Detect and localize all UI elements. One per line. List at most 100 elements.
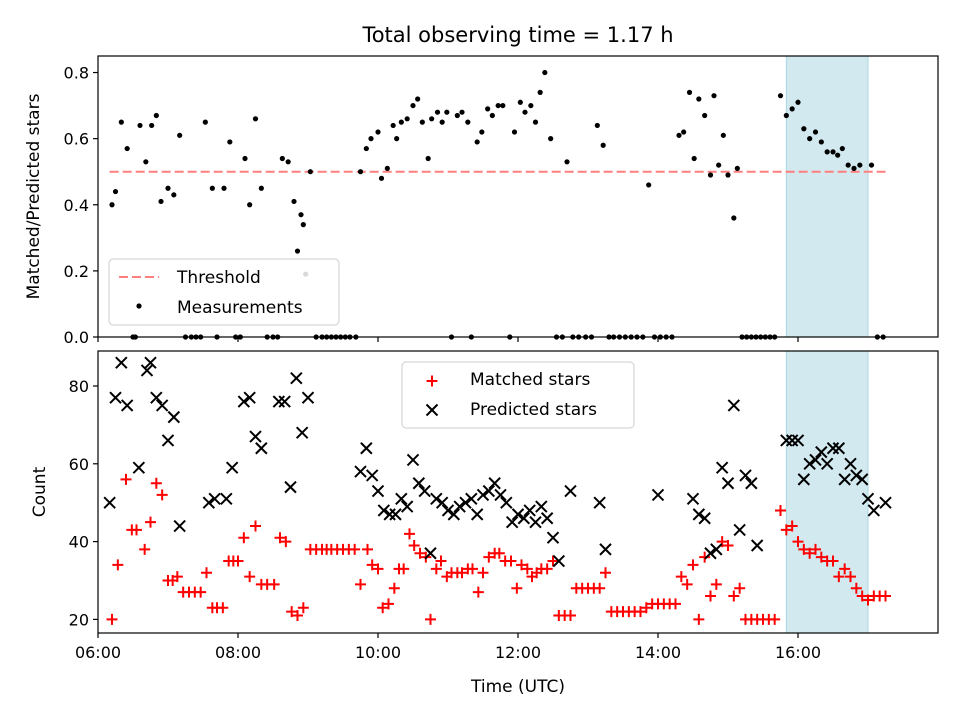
data-point bbox=[390, 122, 396, 129]
data-point bbox=[284, 480, 297, 494]
data-point bbox=[384, 165, 390, 171]
data-point bbox=[827, 555, 839, 567]
data-point bbox=[278, 395, 291, 408]
data-point bbox=[404, 528, 415, 540]
data-point bbox=[505, 515, 519, 529]
data-point bbox=[734, 165, 740, 171]
data-point bbox=[112, 559, 124, 571]
data-point bbox=[227, 139, 233, 145]
data-point bbox=[832, 442, 846, 455]
data-point bbox=[383, 508, 396, 521]
data-point bbox=[511, 129, 518, 135]
data-point bbox=[839, 145, 845, 152]
data-point bbox=[434, 109, 441, 115]
data-point bbox=[435, 496, 449, 509]
legend-matched-swatch bbox=[426, 375, 438, 387]
data-point bbox=[681, 129, 687, 135]
data-point bbox=[465, 492, 478, 506]
bottom-panel: 20 40 60 80 Count 06:00 08:00 10:00 12:00 14:00 16… bbox=[30, 350, 939, 697]
data-point bbox=[153, 112, 159, 119]
data-point bbox=[564, 484, 577, 498]
x-axis-label: Time (UTC) bbox=[470, 677, 565, 697]
data-point bbox=[820, 457, 834, 471]
y-tick-label: 40 bbox=[69, 533, 89, 552]
data-point bbox=[465, 119, 471, 125]
data-point bbox=[500, 102, 506, 109]
data-point bbox=[522, 109, 528, 115]
data-point bbox=[807, 136, 813, 142]
data-point bbox=[745, 477, 758, 490]
data-point bbox=[500, 496, 513, 509]
data-point bbox=[177, 132, 183, 138]
data-point bbox=[548, 136, 554, 142]
data-point bbox=[809, 453, 822, 467]
data-point bbox=[238, 532, 250, 544]
data-point bbox=[201, 567, 212, 579]
y-tick-label: 80 bbox=[69, 377, 89, 396]
data-point bbox=[780, 434, 793, 447]
data-point bbox=[406, 453, 420, 467]
data-point bbox=[383, 598, 394, 610]
data-point bbox=[120, 473, 132, 485]
highlight-band bbox=[785, 55, 869, 338]
data-point bbox=[412, 477, 426, 490]
data-point bbox=[812, 129, 819, 135]
data-point bbox=[268, 578, 280, 590]
data-point bbox=[797, 473, 811, 486]
data-point bbox=[715, 461, 729, 474]
data-point bbox=[378, 175, 385, 181]
x-tick-label: 08:00 bbox=[215, 643, 261, 662]
data-point bbox=[565, 609, 576, 621]
data-point bbox=[477, 567, 489, 579]
data-point bbox=[594, 122, 600, 129]
y-tick-label: 0.4 bbox=[64, 196, 89, 215]
data-point bbox=[476, 488, 490, 502]
data-point bbox=[171, 192, 177, 198]
data-point bbox=[699, 551, 711, 563]
data-point bbox=[307, 169, 313, 175]
data-point bbox=[687, 559, 699, 571]
data-point bbox=[209, 185, 215, 191]
data-point bbox=[516, 559, 527, 571]
highlight-band bbox=[785, 350, 869, 634]
legend-box bbox=[108, 258, 340, 326]
data-point bbox=[483, 551, 495, 563]
data-point bbox=[103, 496, 116, 509]
data-point bbox=[150, 477, 162, 489]
y-tick-label: 0.2 bbox=[64, 262, 89, 281]
data-point bbox=[734, 582, 746, 594]
data-point bbox=[453, 500, 466, 513]
data-point bbox=[408, 539, 420, 551]
data-point bbox=[733, 523, 746, 537]
data-point bbox=[824, 149, 830, 155]
data-point bbox=[394, 136, 400, 142]
data-point bbox=[868, 162, 875, 168]
data-point bbox=[150, 391, 163, 404]
data-point bbox=[472, 586, 484, 598]
data-point bbox=[725, 172, 731, 178]
data-point bbox=[495, 102, 501, 109]
data-point bbox=[415, 96, 421, 102]
data-point bbox=[482, 484, 496, 498]
data-point bbox=[300, 222, 306, 228]
data-point bbox=[372, 563, 384, 575]
data-point bbox=[600, 142, 606, 148]
data-point bbox=[600, 567, 611, 579]
data-point bbox=[285, 159, 291, 165]
data-point bbox=[727, 399, 741, 412]
data-point bbox=[398, 119, 404, 125]
data-point bbox=[232, 555, 244, 567]
data-point bbox=[161, 434, 175, 447]
data-point bbox=[541, 563, 553, 575]
data-point bbox=[274, 532, 286, 544]
data-point bbox=[237, 395, 251, 408]
legend-matched-label: Matched stars bbox=[470, 370, 590, 390]
data-point bbox=[593, 496, 606, 509]
data-point bbox=[710, 578, 722, 590]
data-point bbox=[363, 145, 369, 152]
data-point bbox=[298, 212, 304, 218]
data-point bbox=[291, 198, 297, 205]
data-point bbox=[459, 496, 472, 509]
data-point bbox=[646, 182, 652, 188]
data-point bbox=[398, 563, 410, 575]
